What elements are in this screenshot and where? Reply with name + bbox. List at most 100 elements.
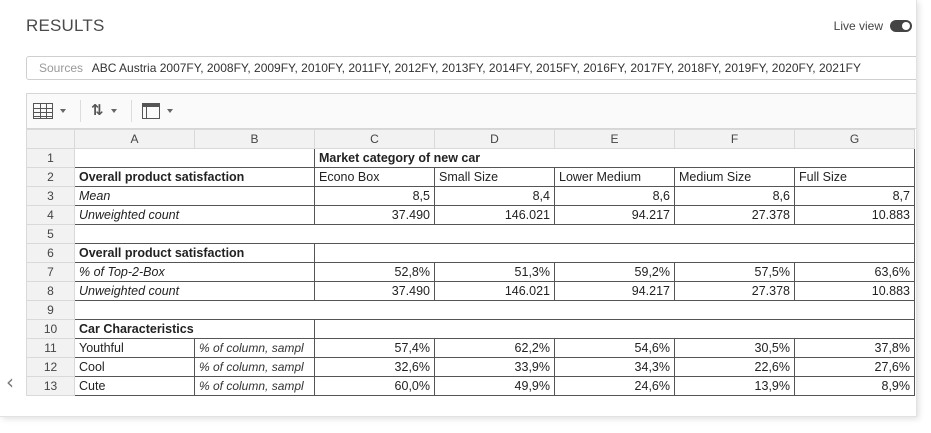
chevron-left-icon[interactable]: ‹ [6,370,14,394]
cell[interactable] [74,148,315,168]
cell[interactable]: 33,9% [434,357,555,377]
cell[interactable]: Medium Size [674,167,795,187]
row-number[interactable]: 2 [26,167,75,187]
chevron-down-icon [60,109,66,113]
cell[interactable]: 94.217 [554,281,675,301]
row-number[interactable]: 10 [26,319,75,339]
cell[interactable]: Lower Medium [554,167,675,187]
cell[interactable]: 51,3% [434,262,555,282]
cell[interactable]: Econo Box [314,167,435,187]
cell[interactable]: Cool [74,357,195,377]
table-icon [33,103,53,119]
live-view-control: Live view [834,19,912,33]
cell[interactable] [314,319,915,339]
live-view-toggle[interactable] [890,20,912,32]
cell[interactable]: Full Size [794,167,915,187]
results-table: A B C D E F G 1 Market category of new c… [26,129,915,396]
cell[interactable]: 63,6% [794,262,915,282]
cell[interactable]: Unweighted count [74,205,315,225]
cell[interactable]: 49,9% [434,376,555,396]
row-number[interactable]: 1 [26,148,75,168]
sources-field[interactable]: Sources ABC Austria 2007FY, 2008FY, 2009… [26,56,916,80]
cell[interactable]: 10.883 [794,281,915,301]
cell[interactable]: Small Size [434,167,555,187]
cell[interactable]: 8,9% [794,376,915,396]
cell[interactable]: 8,5 [314,186,435,206]
cell[interactable] [74,300,915,320]
cell[interactable]: Overall product satisfaction [74,167,315,187]
cell[interactable]: 37,8% [794,338,915,358]
cell[interactable]: 59,2% [554,262,675,282]
cell[interactable]: 37.490 [314,205,435,225]
cell[interactable]: Mean [74,186,315,206]
cell[interactable]: % of column, sampl [194,376,315,396]
cell[interactable]: 24,6% [554,376,675,396]
cell[interactable]: 54,6% [554,338,675,358]
cell[interactable] [314,243,915,263]
row-number[interactable]: 5 [26,224,75,244]
column-header-f[interactable]: F [674,129,795,149]
cell[interactable]: 60,0% [314,376,435,396]
column-header-d[interactable]: D [434,129,555,149]
cell[interactable]: 8,7 [794,186,915,206]
cell[interactable]: Youthful [74,338,195,358]
table-row: 9 [26,300,915,320]
column-header-a[interactable]: A [74,129,195,149]
cell[interactable]: 62,2% [434,338,555,358]
column-header-c[interactable]: C [314,129,435,149]
market-category-header[interactable]: Market category of new car [314,148,915,168]
cell[interactable]: % of Top-2-Box [74,262,315,282]
cell[interactable]: % of column, sampl [194,338,315,358]
page-title: RESULTS [26,16,105,35]
cell[interactable]: 22,6% [674,357,795,377]
table-row: 12 Cool % of column, sampl 32,6% 33,9% 3… [26,357,915,377]
cell[interactable]: 146.021 [434,205,555,225]
cell[interactable]: 27.378 [674,205,795,225]
cell[interactable]: 34,3% [554,357,675,377]
cell[interactable]: 30,5% [674,338,795,358]
table-row: 13 Cute % of column, sampl 60,0% 49,9% 2… [26,376,915,396]
column-header-e[interactable]: E [554,129,675,149]
row-number[interactable]: 7 [26,262,75,282]
row-number[interactable]: 9 [26,300,75,320]
cell[interactable]: Cute [74,376,195,396]
row-number[interactable]: 6 [26,243,75,263]
cell[interactable]: 8,6 [554,186,675,206]
cell[interactable]: 10.883 [794,205,915,225]
cell[interactable]: 8,4 [434,186,555,206]
table-row: 3 Mean 8,5 8,4 8,6 8,6 8,7 [26,186,915,206]
cell[interactable]: 37.490 [314,281,435,301]
cell[interactable]: Car Characteristics [74,319,315,339]
cell[interactable]: 13,9% [674,376,795,396]
column-header-row: A B C D E F G [26,129,915,149]
sources-value: ABC Austria 2007FY, 2008FY, 2009FY, 2010… [91,61,861,75]
cell[interactable]: 57,4% [314,338,435,358]
row-number[interactable]: 3 [26,186,75,206]
table-layout-button[interactable] [33,103,66,119]
column-header-b[interactable]: B [194,129,315,149]
cell[interactable]: 146.021 [434,281,555,301]
column-header-g[interactable]: G [794,129,915,149]
cell[interactable]: 52,8% [314,262,435,282]
row-number[interactable]: 8 [26,281,75,301]
cell[interactable]: 8,6 [674,186,795,206]
cell[interactable]: Overall product satisfaction [74,243,315,263]
sort-button[interactable]: ⇅ [91,103,117,119]
cell[interactable]: 27,6% [794,357,915,377]
row-number[interactable]: 12 [26,357,75,377]
cell[interactable]: 32,6% [314,357,435,377]
row-number[interactable]: 4 [26,205,75,225]
row-number[interactable]: 13 [26,376,75,396]
spreadsheet-grid[interactable]: A B C D E F G 1 Market category of new c… [26,129,916,416]
row-number[interactable]: 11 [26,338,75,358]
cell[interactable]: 94.217 [554,205,675,225]
cell[interactable] [74,224,915,244]
corner-cell[interactable] [26,129,75,149]
frame-icon [141,103,160,119]
frame-button[interactable] [141,103,173,119]
cell[interactable]: Unweighted count [74,281,315,301]
cell[interactable]: % of column, sampl [194,357,315,377]
cell[interactable]: 57,5% [674,262,795,282]
table-row: 10 Car Characteristics [26,319,915,339]
cell[interactable]: 27.378 [674,281,795,301]
